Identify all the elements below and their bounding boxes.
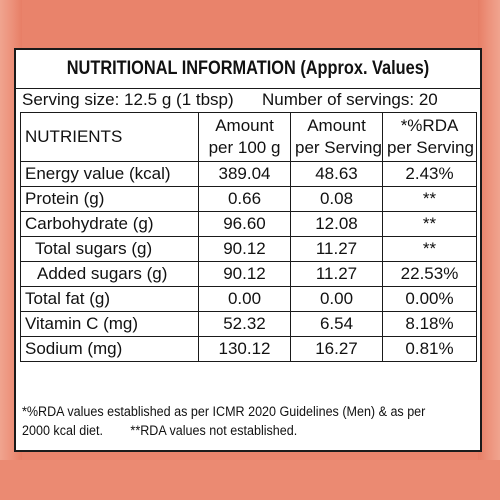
row-vitamin-c-name: Vitamin C (mg) <box>20 311 199 337</box>
nutrition-panel: NUTRITIONAL INFORMATION (Approx. Values)… <box>14 48 482 452</box>
footnote: *%RDA values established as per ICMR 202… <box>22 402 446 440</box>
row-vitamin-c-rda: 8.18% <box>382 311 477 337</box>
row-sodium-name: Sodium (mg) <box>20 336 199 362</box>
row-protein-per100: 0.66 <box>198 186 291 212</box>
footnote-diet: 2000 kcal diet. <box>22 423 103 438</box>
serving-info-row: Serving size: 12.5 g (1 tbsp) Number of … <box>16 88 480 113</box>
row-carbohydrate-name: Carbohydrate (g) <box>20 211 199 237</box>
row-total-sugars-perserving: 11.27 <box>290 236 383 262</box>
row-vitamin-c-per100: 52.32 <box>198 311 291 337</box>
row-carbohydrate-perserving: 12.08 <box>290 211 383 237</box>
row-protein-rda: ** <box>382 186 477 212</box>
row-total-sugars-rda: ** <box>382 236 477 262</box>
table-row: Protein (g) 0.66 0.08 ** <box>20 186 477 212</box>
table-row: Added sugars (g) 90.12 11.27 22.53% <box>20 261 477 287</box>
row-protein-perserving: 0.08 <box>290 186 383 212</box>
row-sodium-perserving: 16.27 <box>290 336 383 362</box>
table-row: Sodium (mg) 130.12 16.27 0.81% <box>20 336 477 362</box>
row-added-sugars-per100: 90.12 <box>198 261 291 287</box>
row-total-sugars-name: Total sugars (g) <box>20 236 199 262</box>
row-total-fat-name: Total fat (g) <box>20 286 199 312</box>
footnote-line-1: *%RDA values established as per ICMR 202… <box>22 404 426 419</box>
row-added-sugars-rda: 22.53% <box>382 261 477 287</box>
row-sodium-rda: 0.81% <box>382 336 477 362</box>
row-total-fat-rda: 0.00% <box>382 286 477 312</box>
row-added-sugars-name: Added sugars (g) <box>20 261 199 287</box>
row-added-sugars-perserving: 11.27 <box>290 261 383 287</box>
header-nutrients: NUTRIENTS <box>20 112 199 162</box>
table-header-row: NUTRIENTS Amount per 100 g Amount per Se… <box>20 112 477 162</box>
header-amount-per-serving: Amount per Serving <box>290 112 383 162</box>
row-energy-name: Energy value (kcal) <box>20 161 199 187</box>
background-bottom-band <box>0 460 500 500</box>
row-total-fat-perserving: 0.00 <box>290 286 383 312</box>
table-row: Total sugars (g) 90.12 11.27 ** <box>20 236 477 262</box>
row-sodium-per100: 130.12 <box>198 336 291 362</box>
row-carbohydrate-rda: ** <box>382 211 477 237</box>
panel-title: NUTRITIONAL INFORMATION (Approx. Values) <box>66 58 430 79</box>
row-energy-rda: 2.43% <box>382 161 477 187</box>
serving-size: Serving size: 12.5 g (1 tbsp) <box>22 90 234 109</box>
row-energy-per100: 389.04 <box>198 161 291 187</box>
row-carbohydrate-per100: 96.60 <box>198 211 291 237</box>
table-row: Vitamin C (mg) 52.32 6.54 8.18% <box>20 311 477 337</box>
header-amount-per-100g: Amount per 100 g <box>198 112 291 162</box>
nutrition-table: NUTRIENTS Amount per 100 g Amount per Se… <box>20 112 477 362</box>
row-energy-perserving: 48.63 <box>290 161 383 187</box>
footnote-line-2: 2000 kcal diet. **RDA values not establi… <box>22 421 446 440</box>
row-total-fat-per100: 0.00 <box>198 286 291 312</box>
table-row: Total fat (g) 0.00 0.00 0.00% <box>20 286 477 312</box>
table-row: Carbohydrate (g) 96.60 12.08 ** <box>20 211 477 237</box>
header-rda-per-serving: *%RDA per Serving <box>382 112 477 162</box>
row-total-sugars-per100: 90.12 <box>198 236 291 262</box>
servings-count: Number of servings: 20 <box>262 90 438 109</box>
footnote-rda-not-established: **RDA values not established. <box>130 423 298 438</box>
table-row: Energy value (kcal) 389.04 48.63 2.43% <box>20 161 477 187</box>
background-edge-right <box>478 0 500 500</box>
row-protein-name: Protein (g) <box>20 186 199 212</box>
row-vitamin-c-perserving: 6.54 <box>290 311 383 337</box>
